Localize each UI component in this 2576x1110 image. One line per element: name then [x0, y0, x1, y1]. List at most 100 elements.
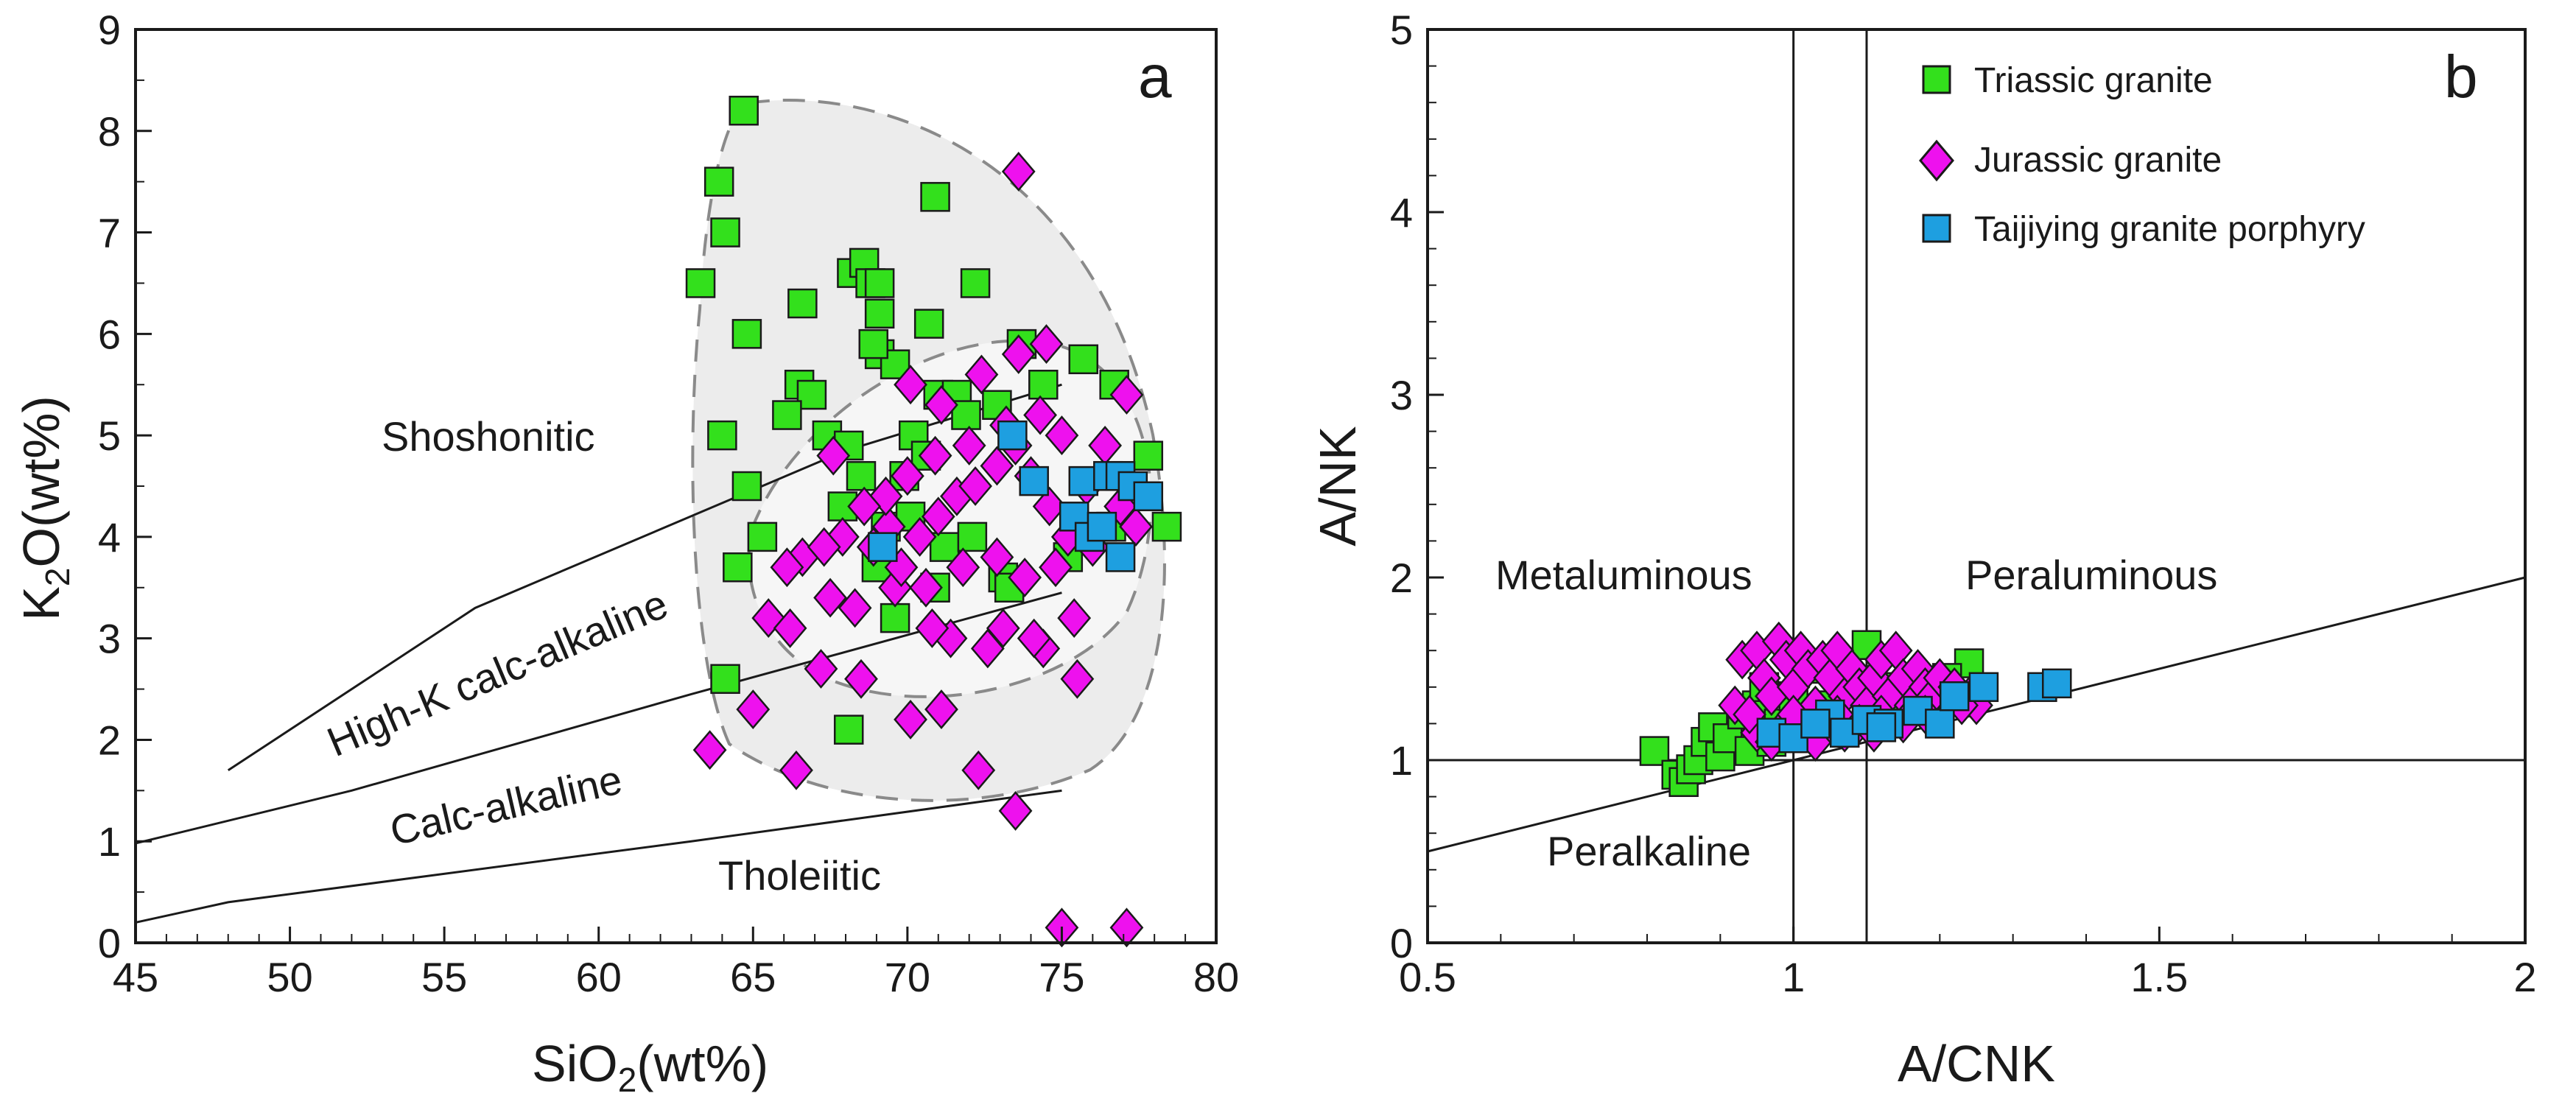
data-point-jurassic-granite [844, 658, 878, 699]
data-point-taijiying-granite-porphyry [1968, 672, 1999, 703]
y-tick-label: 9 [98, 7, 121, 53]
y-axis-title: A/NK [1309, 426, 1366, 546]
x-title-main: SiO [532, 1035, 618, 1092]
data-point-triassic-granite [710, 217, 740, 247]
y-tick-label: 0 [98, 920, 121, 966]
y-tick-label: 2 [98, 717, 121, 763]
data-point-triassic-granite [1151, 511, 1182, 542]
y-tick-label: 4 [98, 514, 121, 561]
data-point-jurassic-granite [1001, 334, 1036, 374]
data-point-jurassic-granite [1039, 547, 1073, 588]
x-tick-label: 80 [1193, 954, 1239, 1000]
data-point-jurassic-granite [952, 425, 986, 466]
data-point-jurassic-granite [915, 608, 950, 648]
x-axis-title: SiO2(wt%) [532, 1035, 768, 1099]
data-point-triassic-granite [796, 379, 827, 410]
data-point-jurassic-granite [736, 689, 771, 730]
shoshonitic-label: Shoshonitic [382, 413, 595, 460]
data-point-jurassic-granite [804, 649, 838, 689]
y-tick-label: 4 [1390, 189, 1413, 236]
x-tick-label: 70 [885, 954, 930, 1000]
data-point-jurassic-granite [847, 486, 882, 527]
y-tick-label: 5 [98, 412, 121, 459]
x-tick-label: 45 [113, 954, 158, 1000]
data-point-triassic-granite [1133, 440, 1164, 471]
y-tick-label: 8 [98, 108, 121, 155]
data-point-jurassic-granite [924, 689, 958, 730]
data-point-jurassic-granite [1032, 486, 1067, 527]
y-tick-label: 0 [1390, 920, 1413, 966]
data-point-taijiying-granite-porphyry [1105, 542, 1136, 572]
data-point-taijiying-granite-porphyry [997, 420, 1028, 451]
y-tick-label: 6 [98, 311, 121, 357]
high-k-calc-alkaline-label: High-K calc-alkaline [320, 580, 674, 765]
y-title-subscript: 2 [38, 568, 77, 587]
x-title-subscript: 2 [618, 1061, 637, 1099]
panel-a-letter: a [1138, 43, 1172, 110]
data-point-jurassic-granite [894, 365, 927, 405]
peralkaline-label: Peralkaline [1547, 828, 1751, 874]
data-point-triassic-granite [1068, 344, 1099, 375]
data-point-jurassic-granite [1119, 507, 1153, 547]
y-tick-label: 3 [1390, 372, 1413, 418]
data-point-jurassic-granite [921, 496, 955, 537]
data-point-triassic-granite [703, 166, 734, 197]
data-point-jurassic-granite [1029, 324, 1064, 365]
legend-marker-triassic [1922, 65, 1951, 94]
data-point-jurassic-granite [1001, 151, 1036, 192]
x-tick-label: 0.5 [1399, 954, 1456, 1000]
data-point-taijiying-granite-porphyry [2042, 668, 2072, 699]
data-point-jurassic-granite [964, 354, 999, 395]
data-point-jurassic-granite [1057, 598, 1092, 639]
plot-frame [1426, 28, 2527, 944]
data-point-taijiying-granite-porphyry [1087, 511, 1117, 542]
data-point-jurassic-granite [692, 730, 727, 770]
data-point-jurassic-granite [946, 547, 980, 588]
legend: Triassic granite Jurassic granite Taijiy… [1919, 61, 2365, 249]
y-tick-label: 2 [1390, 555, 1413, 601]
data-point-triassic-granite [864, 298, 895, 329]
y-axis-title: K2O(wt%) [13, 396, 77, 621]
data-point-jurassic-granite [770, 547, 804, 588]
x-tick-label: 75 [1039, 954, 1084, 1000]
legend-label-triassic: Triassic granite [1974, 61, 2213, 100]
tholeiitic-label: Tholeiitic [718, 852, 881, 899]
legend-marker-taijiying [1922, 214, 1951, 243]
data-point-triassic-granite [731, 471, 762, 502]
data-point-triassic-granite [858, 329, 889, 359]
data-point-jurassic-granite [1023, 395, 1057, 435]
data-point-jurassic-granite [1008, 558, 1042, 597]
data-point-triassic-granite [846, 460, 877, 491]
y-title-rest: O(wt%) [13, 396, 70, 567]
data-point-taijiying-granite-porphyry [1925, 709, 1955, 739]
panel-b-letter: b [2444, 43, 2478, 110]
data-point-jurassic-granite [1045, 415, 1079, 456]
peraluminous-label: Peraluminous [1965, 552, 2217, 598]
data-point-taijiying-granite-porphyry [1068, 466, 1099, 496]
data-point-taijiying-granite-porphyry [1866, 712, 1897, 742]
data-point-triassic-granite [685, 268, 716, 298]
y-title-main: K [13, 586, 70, 621]
data-point-jurassic-granite [773, 608, 807, 648]
data-point-triassic-granite [787, 288, 818, 319]
data-point-jurassic-granite [980, 537, 1014, 577]
data-point-taijiying-granite-porphyry [868, 532, 898, 562]
data-point-jurassic-granite [838, 588, 872, 628]
y-tick-label: 7 [98, 210, 121, 256]
panel-b: 0.5 1 1.5 2 0 1 2 3 4 5 Metaluminous Peraluminous… [1309, 7, 2537, 1092]
data-point-jurassic-granite [909, 567, 943, 608]
data-point-jurassic-granite [986, 608, 1020, 648]
scatter-points [685, 95, 1182, 948]
boundary-line [135, 789, 1062, 924]
data-point-jurassic-granite [890, 456, 924, 496]
data-point-triassic-granite [913, 309, 944, 339]
data-point-triassic-granite [880, 603, 910, 633]
data-point-taijiying-granite-porphyry [1019, 466, 1049, 496]
data-point-jurassic-granite [807, 527, 841, 567]
y-tick-label: 5 [1390, 7, 1413, 53]
data-point-jurassic-granite [924, 384, 958, 425]
data-point-jurassic-granite [961, 750, 996, 790]
data-point-jurassic-granite [980, 446, 1014, 486]
x-tick-label: 65 [730, 954, 776, 1000]
